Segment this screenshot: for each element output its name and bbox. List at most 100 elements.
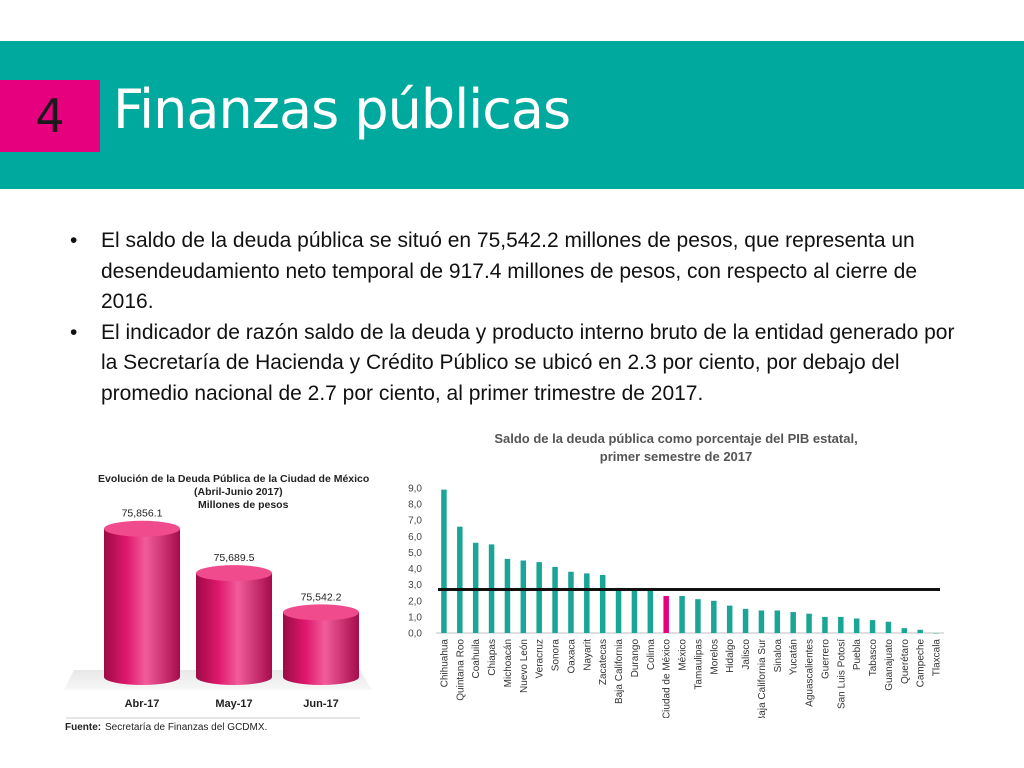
bar — [853, 618, 860, 633]
bar-value-label: 75,689.5 — [214, 552, 255, 564]
source-text: Secretaría de Finanzas del GCDMX. — [105, 722, 267, 733]
x-tick-label: Campeche — [916, 639, 927, 688]
left-chart-subtitle: (Abril-Junio 2017) — [194, 486, 283, 498]
bar — [457, 526, 463, 633]
debt-evolution-svg: Evolución de la Deuda Pública de la Ciud… — [64, 473, 372, 733]
bar — [615, 587, 622, 633]
bullet-list: • El saldo de la deuda pública se situó … — [70, 226, 975, 409]
bar — [933, 633, 939, 634]
y-tick-label: 9,0 — [408, 484, 422, 495]
y-tick-label: 6,0 — [408, 532, 422, 543]
x-tick-label: Abr-17 — [125, 698, 160, 710]
cylinder-bar — [104, 528, 180, 685]
section-number: 4 — [35, 89, 65, 143]
x-tick-label: Nuevo León — [519, 639, 530, 693]
bar — [520, 560, 527, 633]
x-tick-label: Oaxaca — [566, 639, 577, 674]
x-tick-label: San Luis Potosí — [836, 639, 847, 709]
left-chart-unit: Millones de pesos — [198, 499, 289, 511]
bar — [806, 613, 812, 633]
left-chart-title: Evolución de la Deuda Pública de la Ciud… — [98, 473, 369, 485]
source-label: Fuente: — [65, 722, 101, 733]
bar — [441, 489, 447, 633]
y-tick-label: 0,0 — [408, 629, 422, 640]
y-tick-label: 8,0 — [408, 500, 422, 511]
x-tick-label: Guerrero — [820, 639, 831, 679]
bar — [584, 573, 590, 633]
bar — [599, 575, 606, 633]
bar — [472, 542, 479, 633]
section-number-badge: 4 — [0, 80, 100, 152]
y-axis: 0,0 1,0 2,0 3,0 4,0 5,0 6,0 7,0 8,0 9,0 — [408, 484, 944, 640]
y-tick-label: 2,0 — [408, 596, 422, 607]
x-tick-label: Sinaloa — [773, 639, 784, 673]
x-tick-label: Chihuahua — [439, 639, 450, 688]
x-tick-label: Hidalgo — [725, 639, 736, 673]
bullet-marker: • — [70, 320, 78, 344]
bar — [917, 629, 923, 633]
bar — [552, 566, 558, 633]
bar — [869, 620, 876, 633]
x-tick-label: Colima — [646, 639, 657, 671]
debt-pib-chart: Saldo de la deuda pública como porcentaj… — [396, 428, 956, 718]
chart-title-line: primer semestre de 2017 — [599, 449, 753, 464]
y-tick-label: 5,0 — [408, 548, 422, 559]
x-tick-label: Durango — [630, 639, 641, 678]
x-tick-label: Baja California Sur — [757, 638, 768, 718]
bar — [901, 628, 908, 633]
debt-pib-svg: 0,0 1,0 2,0 3,0 4,0 5,0 6,0 7,0 8,0 9,0 Chihuahua… — [408, 484, 944, 718]
chart-title: Saldo de la deuda pública como porcentaj… — [396, 430, 956, 466]
bar — [726, 605, 733, 633]
bar — [774, 610, 781, 633]
bar — [790, 612, 796, 633]
bar — [758, 610, 765, 633]
debt-evolution-chart: Evolución de la Deuda Pública de la Ciud… — [60, 462, 380, 742]
x-tick-label: Coahuila — [471, 639, 482, 679]
bar — [568, 571, 574, 633]
x-tick-label: Sonora — [551, 639, 562, 672]
left-bars-group: 75,856.1 Abr-17 75,689.5 May-17 75,542.2 Jun-… — [104, 508, 359, 710]
bar — [663, 595, 669, 633]
x-tick-label: Aguascalientes — [805, 639, 816, 707]
x-tick-label: Guanajuato — [884, 639, 895, 691]
page-title: Finanzas públicas — [113, 78, 571, 141]
y-tick-label: 3,0 — [408, 580, 422, 591]
y-tick-label: 1,0 — [408, 612, 422, 623]
bar — [742, 608, 749, 633]
bar-value-label: 75,542.2 — [301, 591, 342, 603]
bar — [838, 616, 844, 633]
y-tick-label: 7,0 — [408, 516, 422, 527]
bar — [695, 599, 701, 633]
x-tick-label: Tabasco — [868, 639, 879, 677]
bullet-item: • El indicador de razón saldo de la deud… — [70, 318, 975, 410]
x-tick-label: Baja California — [614, 639, 625, 704]
bullet-item: • El saldo de la deuda pública se situó … — [70, 226, 975, 318]
bar — [536, 562, 542, 633]
x-tick-label: May-17 — [215, 698, 252, 710]
x-tick-labels: Chihuahua Quintana Roo Coahuila Chiapas Mich… — [439, 638, 942, 718]
bar — [504, 558, 511, 633]
y-tick-label: 4,0 — [408, 564, 422, 575]
x-tick-label: Nayarit — [582, 639, 593, 671]
x-tick-label: Puebla — [852, 639, 863, 671]
x-tick-label: Quintana Roo — [455, 639, 466, 701]
bar — [885, 621, 892, 633]
cylinder-bar — [196, 573, 272, 685]
x-tick-label: Tlaxcala — [932, 639, 943, 677]
x-tick-label: Veracruz — [535, 639, 546, 678]
cylinder-top — [196, 565, 272, 582]
bar — [711, 600, 717, 633]
x-tick-label: Yucatán — [789, 639, 800, 675]
bullet-marker: • — [70, 229, 78, 252]
x-tick-label: Ciudad de México — [662, 639, 673, 718]
bar-value-label: 75,856.1 — [122, 508, 163, 520]
bullet-text: El indicador de razón saldo de la deuda … — [101, 320, 955, 405]
x-tick-label: Querétaro — [900, 639, 911, 684]
header-band — [0, 41, 1024, 189]
x-tick-label: Chiapas — [487, 639, 498, 676]
cylinder-top — [104, 520, 180, 537]
x-tick-label: Jun-17 — [303, 698, 338, 710]
x-tick-label: México — [678, 639, 689, 671]
bars-group — [438, 489, 940, 634]
x-tick-label: Tamaulipas — [693, 639, 704, 690]
